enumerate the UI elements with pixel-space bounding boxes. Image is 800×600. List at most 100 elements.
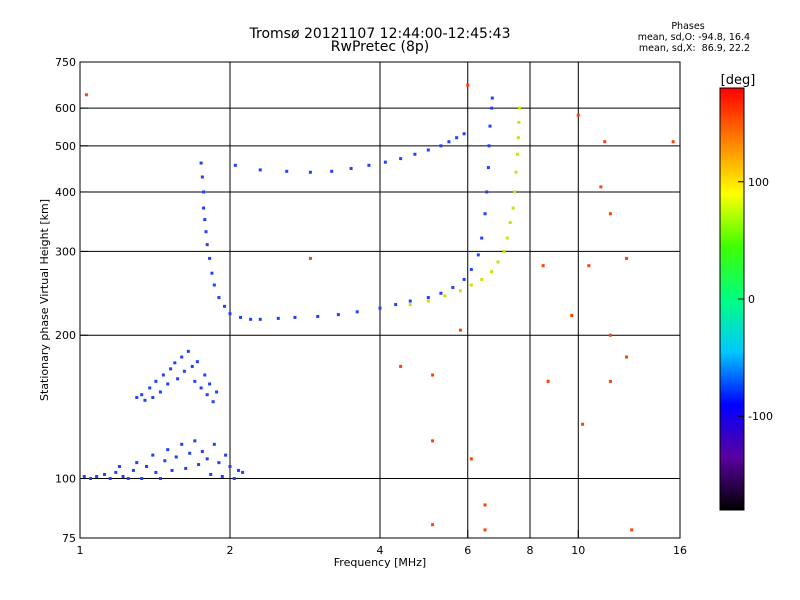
data-point <box>200 175 204 179</box>
colorbar-tick-label: -100 <box>748 410 773 423</box>
data-point <box>439 144 443 148</box>
data-point <box>169 367 173 371</box>
data-point <box>293 315 297 319</box>
data-point <box>603 140 607 144</box>
y-tick-label: 500 <box>55 140 76 153</box>
data-point <box>570 314 574 318</box>
data-point <box>285 169 289 173</box>
axis-ticks: 1 2 4 6 8 10 16 75 100 200 300 400 500 600 750 <box>55 56 687 557</box>
data-point <box>180 442 184 446</box>
data-point <box>394 303 398 307</box>
data-point <box>316 314 320 318</box>
data-point <box>212 283 216 287</box>
data-point <box>174 455 178 459</box>
data-point <box>426 299 430 303</box>
data-point <box>203 373 207 377</box>
chart-title: Tromsø 20121107 12:44:00-12:45:43 <box>249 26 511 42</box>
data-point <box>258 168 262 172</box>
data-point <box>217 461 221 465</box>
data-point <box>476 253 480 257</box>
data-point <box>431 439 435 443</box>
data-point <box>630 528 634 532</box>
y-tick-label: 100 <box>55 473 76 486</box>
data-point <box>188 451 192 455</box>
data-point <box>217 296 221 300</box>
data-point <box>458 289 462 293</box>
data-point <box>383 160 387 164</box>
data-point <box>203 218 207 222</box>
x-tick-label: 8 <box>527 544 534 557</box>
data-point <box>546 379 550 383</box>
data-point <box>576 113 580 117</box>
data-series <box>233 132 466 174</box>
data-point <box>180 355 184 359</box>
data-point <box>166 382 170 386</box>
data-point <box>439 291 443 295</box>
data-point <box>212 442 216 446</box>
y-tick-label: 200 <box>55 329 76 342</box>
data-point <box>197 463 201 467</box>
data-point <box>426 148 430 152</box>
data-point <box>154 470 158 474</box>
data-series <box>408 106 521 307</box>
data-point <box>469 457 473 461</box>
data-point <box>485 190 489 194</box>
data-point <box>355 310 359 314</box>
data-point <box>451 285 455 289</box>
data-point <box>143 398 147 402</box>
data-point <box>186 349 190 353</box>
x-tick-label: 2 <box>227 544 234 557</box>
data-point <box>367 163 371 167</box>
x-tick-label: 10 <box>571 544 585 557</box>
data-series <box>82 439 245 481</box>
data-point <box>195 360 199 364</box>
colorbar-tick-label: 0 <box>748 293 755 306</box>
data-series <box>199 96 494 321</box>
data-point <box>95 474 99 478</box>
data-point <box>182 369 186 373</box>
data-point <box>515 152 519 156</box>
data-point <box>193 439 197 443</box>
data-point <box>84 93 88 97</box>
data-point <box>517 120 521 124</box>
data-point <box>215 390 219 394</box>
data-point <box>161 373 165 377</box>
data-point <box>170 468 174 472</box>
data-point <box>199 161 203 165</box>
y-tick-label: 750 <box>55 56 76 69</box>
data-point <box>330 169 334 173</box>
data-point <box>496 260 500 264</box>
data-point <box>486 166 490 170</box>
data-point <box>173 361 177 365</box>
data-point <box>89 477 93 481</box>
data-point <box>483 503 487 507</box>
data-point <box>513 190 517 194</box>
y-tick-label: 400 <box>55 186 76 199</box>
data-point <box>608 333 612 337</box>
data-point <box>480 236 484 240</box>
data-point <box>502 249 506 253</box>
y-tick-label: 600 <box>55 102 76 115</box>
data-point <box>204 230 208 234</box>
data-point <box>202 206 206 210</box>
data-point <box>249 317 253 321</box>
data-point <box>443 294 447 298</box>
x-tick-label: 6 <box>464 544 471 557</box>
data-point <box>205 243 209 247</box>
data-point <box>258 317 262 321</box>
data-point <box>117 464 121 468</box>
data-point <box>608 212 612 216</box>
phase-statistics-box: Phases mean, sd,O: -94.8, 16.4 mean, sd,X… <box>590 21 750 54</box>
data-point <box>458 328 462 332</box>
data-point <box>236 468 240 472</box>
data-series <box>135 349 219 404</box>
data-point <box>336 313 340 317</box>
data-point <box>82 474 86 478</box>
data-point <box>516 136 520 140</box>
data-point <box>193 379 197 383</box>
data-point <box>488 124 492 128</box>
data-point <box>517 106 521 110</box>
data-point <box>431 373 435 377</box>
colorbar-label: [deg] <box>721 73 756 88</box>
